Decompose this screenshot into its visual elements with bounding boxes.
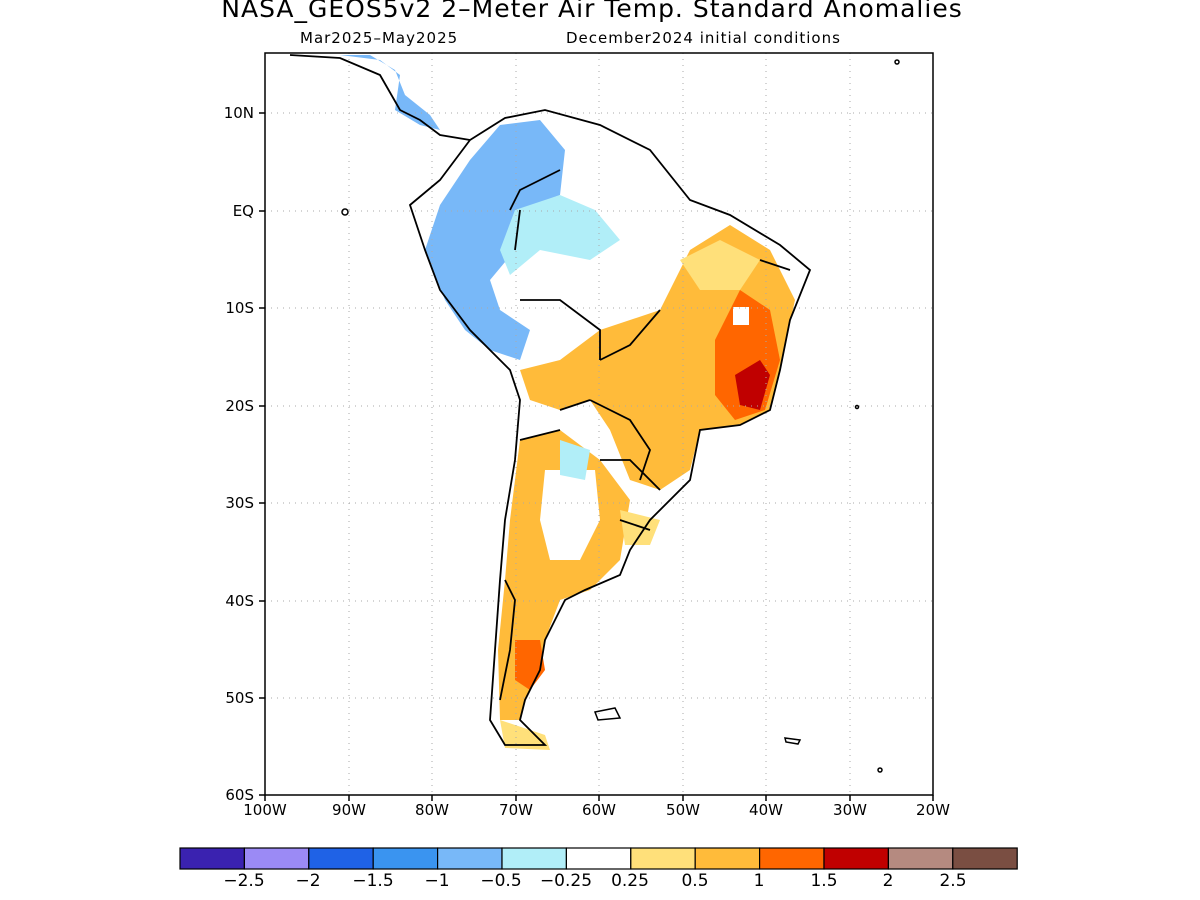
- lon-label-100w: 100W: [243, 801, 287, 819]
- colorbar-label: 2: [882, 871, 894, 891]
- lat-label-50s: 50S: [225, 689, 254, 707]
- lat-label-10s: 10S: [225, 299, 254, 317]
- lon-label-50w: 50W: [666, 801, 700, 819]
- colorbar-swatch: [501, 847, 568, 870]
- colorbar-label: −1: [424, 871, 450, 891]
- colorbar-swatch: [952, 847, 1018, 870]
- lon-label-60w: 60W: [582, 801, 616, 819]
- colorbar-swatch: [437, 847, 503, 870]
- colorbar-swatch: [372, 847, 439, 870]
- colorbar-label: 1: [753, 871, 765, 891]
- colorbar-swatch: [179, 847, 246, 870]
- warm-anomaly-core: [735, 360, 770, 410]
- cool-anomaly-paraguay: [560, 440, 590, 480]
- initial-conditions: December2024 initial conditions: [566, 29, 841, 47]
- colorbar-label: 2.5: [939, 871, 967, 891]
- cool-anomaly-central-america: [340, 55, 440, 130]
- colorbar-swatch: [758, 847, 825, 870]
- axis-ticks: [259, 112, 934, 801]
- colorbar: [179, 847, 1018, 870]
- no-data-box: [733, 307, 749, 325]
- colorbar-label: −2: [295, 871, 321, 891]
- colorbar-label: 0.25: [611, 871, 649, 891]
- colorbar-swatch: [243, 847, 310, 870]
- colorbar-label: −2.5: [223, 871, 265, 891]
- lat-label-30s: 30S: [225, 494, 254, 512]
- lat-label-60s: 60S: [225, 786, 254, 804]
- colorbar-label: −0.25: [539, 871, 593, 891]
- colorbar-swatch: [694, 847, 761, 870]
- colorbar-label: −0.5: [480, 871, 522, 891]
- colorbar-label: −1.5: [352, 871, 394, 891]
- forecast-period: Mar2025–May2025: [300, 29, 459, 47]
- lon-label-40w: 40W: [749, 801, 783, 819]
- colorbar-swatch: [887, 847, 954, 870]
- map-title: NASA_GEOS5v2 2–Meter Air Temp. Standard …: [221, 0, 963, 23]
- lon-label-20w: 20W: [916, 801, 950, 819]
- lat-label-eq: EQ: [232, 202, 254, 220]
- light-anomaly-pampas: [540, 470, 600, 560]
- cool-anomaly-nw: [425, 120, 565, 360]
- warm-anomaly-central-brazil: [520, 225, 795, 490]
- lat-label-10n: 10N: [223, 104, 254, 122]
- colorbar-swatch: [630, 847, 696, 870]
- colorbar-swatch: [565, 847, 632, 870]
- warm-anomaly-tierra: [500, 720, 550, 750]
- graticule: [265, 53, 933, 795]
- colorbar-swatch: [308, 847, 374, 870]
- islands: [341, 59, 900, 773]
- colorbar-label: 1.5: [810, 871, 838, 891]
- lon-label-70w: 70W: [499, 801, 533, 819]
- anomaly-field: [340, 55, 810, 750]
- colorbar-swatch: [823, 847, 890, 870]
- lon-label-90w: 90W: [332, 801, 366, 819]
- lon-label-30w: 30W: [833, 801, 867, 819]
- lat-label-40s: 40S: [225, 592, 254, 610]
- lon-label-80w: 80W: [415, 801, 449, 819]
- colorbar-label: 0.5: [681, 871, 709, 891]
- cool-anomaly-amazon-edge: [500, 195, 620, 275]
- lat-label-20s: 20S: [225, 397, 254, 415]
- coastlines: [289, 54, 812, 746]
- warm-anomaly-light-brazil: [680, 240, 760, 290]
- warm-anomaly-patagonia: [515, 640, 545, 690]
